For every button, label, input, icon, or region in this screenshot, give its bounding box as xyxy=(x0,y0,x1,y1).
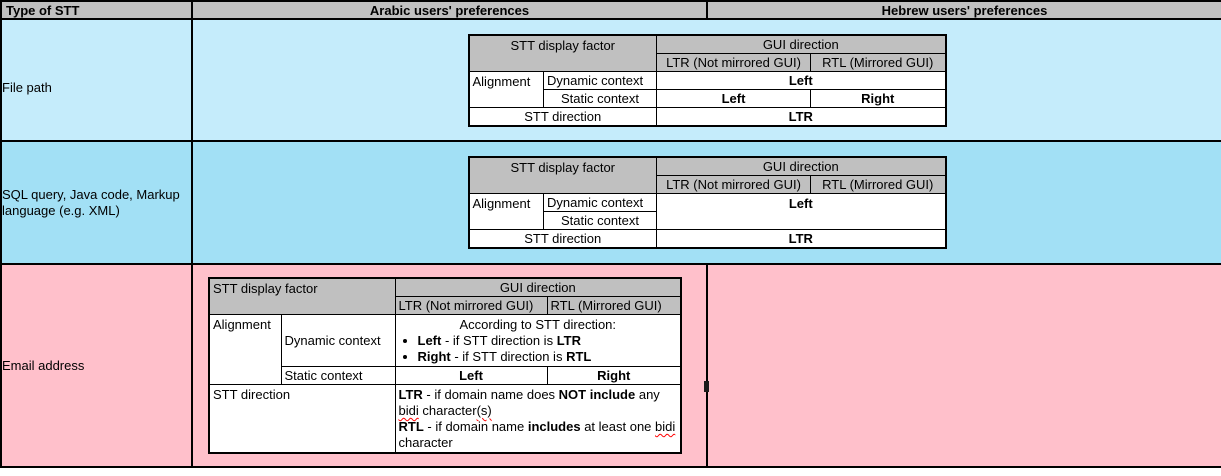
em-sttdir-text: character xyxy=(398,435,453,450)
row-file-path: File path STT display factor GUI directi… xyxy=(0,18,1221,142)
sql-gui-direction-header: GUI direction xyxy=(656,156,946,176)
em-bullet2-bold-rtl: RTL xyxy=(566,348,592,364)
em-sttdir-bold-rtl: RTL xyxy=(398,419,424,434)
main-header-row: Type of STT Arabic users' preferences He… xyxy=(0,0,1221,20)
em-stt-direction-label: STT direction xyxy=(208,384,396,454)
sql-stt-direction-value: LTR xyxy=(656,229,946,249)
fp-dynamic-context-label: Dynamic context xyxy=(543,70,657,90)
em-sttdir-text: at least one xyxy=(580,419,656,434)
em-bullet1-bold-left: Left xyxy=(417,332,442,348)
email-nested-table: STT display factor GUI direction LTR (No… xyxy=(208,277,682,454)
fp-static-context-label: Static context xyxy=(543,88,657,108)
file-path-nested-table: STT display factor GUI direction LTR (No… xyxy=(467,33,947,127)
fp-stt-direction-label: STT direction xyxy=(468,106,657,126)
email-arabic-preferences-cell: STT display factor GUI direction LTR (No… xyxy=(191,263,708,468)
sql-nested-table: STT display factor GUI direction LTR (No… xyxy=(467,156,947,249)
header-hebrew-preferences: Hebrew users' preferences xyxy=(706,0,1221,20)
table-row: Alignment Dynamic context Left xyxy=(468,70,946,108)
row-label-email: Email address xyxy=(0,263,193,468)
table-row: STT display factor GUI direction xyxy=(208,277,682,315)
table-row: LTR (Not mirrored GUI) RTL (Mirrored GUI… xyxy=(469,175,946,194)
em-ltr-column-header: LTR (Not mirrored GUI) xyxy=(394,296,548,315)
sql-preferences-cell: STT display factor GUI direction LTR (No… xyxy=(191,140,1221,265)
em-bullet1-text: - if STT direction is xyxy=(441,332,557,348)
em-gui-direction-header: GUI direction xyxy=(394,277,682,297)
em-sttdir-misspelled-bidi: bidi xyxy=(655,419,676,434)
header-type-of-stt: Type of STT xyxy=(0,0,193,20)
sql-stt-direction-label: STT direction xyxy=(468,229,657,249)
list-item: Left - if STT direction is LTR xyxy=(418,333,678,349)
header-arabic-preferences: Arabic users' preferences xyxy=(191,0,708,20)
em-sttdir-bold-ltr: LTR xyxy=(398,387,423,402)
em-bullet2-bold-right: Right xyxy=(417,348,451,364)
table-row: LTR (Not mirrored GUI) RTL (Mirrored GUI… xyxy=(209,296,682,315)
em-sttdir-bold-includes: includes xyxy=(527,419,581,434)
fp-ltr-column-header: LTR (Not mirrored GUI) xyxy=(656,52,811,72)
em-dynamic-value-cell: According to STT direction: Left - if ST… xyxy=(394,314,682,367)
fp-dynamic-value: Left xyxy=(656,70,946,90)
table-row: Static context xyxy=(469,211,946,230)
sql-alignment-label: Alignment xyxy=(468,193,544,230)
em-sttdir-misspelled-s: (s) xyxy=(476,403,492,418)
em-static-ltr-value: Left xyxy=(394,366,548,385)
em-dynamic-bullet-list: Left - if STT direction is LTR Right - i… xyxy=(399,333,678,365)
table-row: STT direction LTR xyxy=(468,106,946,126)
sql-stt-display-factor-header: STT display factor xyxy=(468,156,657,194)
fp-rtl-column-header: RTL (Mirrored GUI) xyxy=(810,52,946,72)
column-divider-mark xyxy=(704,381,709,392)
table-row: Alignment Dynamic context Left xyxy=(468,193,946,230)
em-static-rtl-value: Right xyxy=(546,366,682,385)
em-sttdir-text: - if domain name does xyxy=(422,387,559,402)
em-dynamic-intro-text: According to STT direction: xyxy=(459,316,617,332)
em-stt-display-factor-header: STT display factor xyxy=(208,277,396,315)
em-sttdir-text: - if domain name xyxy=(423,419,528,434)
file-path-preferences-cell: STT display factor GUI direction LTR (No… xyxy=(191,18,1221,142)
fp-static-ltr-value: Left xyxy=(656,88,811,108)
row-sql-java-markup: SQL query, Java code, Markup language (e… xyxy=(0,140,1221,265)
table-row: LTR (Not mirrored GUI) RTL (Mirrored GUI… xyxy=(469,52,946,72)
em-alignment-label: Alignment xyxy=(208,314,282,385)
em-stt-direction-value-cell: LTR - if domain name does NOT include an… xyxy=(394,384,682,454)
sql-alignment-value: Left xyxy=(656,193,946,230)
em-sttdir-bold-not-include: NOT include xyxy=(558,387,636,402)
em-bullet2-text: - if STT direction is xyxy=(450,348,567,364)
fp-static-rtl-value: Right xyxy=(810,88,946,108)
row-label-sql: SQL query, Java code, Markup language (e… xyxy=(0,140,193,265)
row-label-file-path: File path xyxy=(0,18,193,142)
table-row: STT direction LTR - if domain name does … xyxy=(208,384,682,454)
em-bullet1-bold-ltr: LTR xyxy=(556,332,581,348)
em-dynamic-context-label: Dynamic context xyxy=(280,314,396,367)
sql-ltr-column-header: LTR (Not mirrored GUI) xyxy=(656,175,811,194)
table-row: STT direction LTR xyxy=(468,229,946,249)
em-sttdir-misspelled-bidi: bidi xyxy=(398,403,419,418)
em-sttdir-text: any xyxy=(635,387,660,402)
em-sttdir-rtl-rule: RTL - if domain name includes at least o… xyxy=(399,419,678,451)
sql-static-context-label: Static context xyxy=(543,211,657,230)
em-static-context-label: Static context xyxy=(280,366,396,385)
fp-stt-direction-value: LTR xyxy=(656,106,946,126)
fp-alignment-label: Alignment xyxy=(468,70,544,108)
fp-gui-direction-header: GUI direction xyxy=(656,34,946,54)
table-row: Alignment Dynamic context According to S… xyxy=(208,314,682,385)
em-rtl-column-header: RTL (Mirrored GUI) xyxy=(546,296,682,315)
email-hebrew-preferences-cell xyxy=(706,263,1221,468)
fp-stt-display-factor-header: STT display factor xyxy=(468,34,657,72)
table-row: STT display factor GUI direction xyxy=(468,34,946,72)
row-email-address: Email address STT display factor GUI dir… xyxy=(0,263,1221,468)
sql-dynamic-context-label: Dynamic context xyxy=(543,193,657,212)
sql-rtl-column-header: RTL (Mirrored GUI) xyxy=(810,175,946,194)
table-row: STT display factor GUI direction xyxy=(468,156,946,194)
em-sttdir-text: character xyxy=(418,403,477,418)
em-sttdir-ltr-rule: LTR - if domain name does NOT include an… xyxy=(399,387,678,419)
table-row: Static context Left Right xyxy=(209,366,682,385)
table-row: Static context Left Right xyxy=(469,88,946,108)
list-item: Right - if STT direction is RTL xyxy=(418,349,678,365)
